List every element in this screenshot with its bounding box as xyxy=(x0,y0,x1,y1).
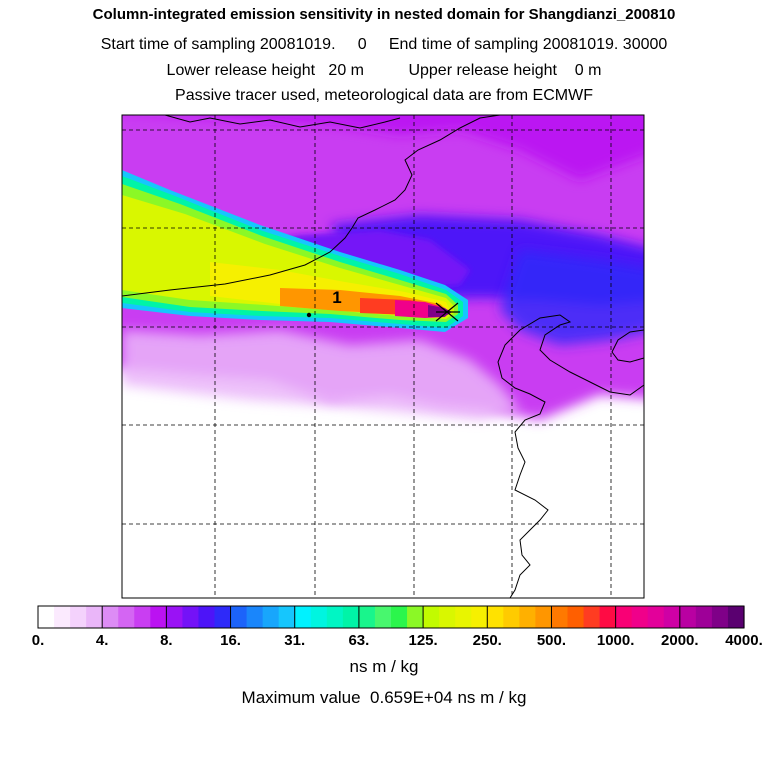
colorbar-cell xyxy=(471,606,488,628)
colorbar-cell xyxy=(262,606,280,628)
colorbar-tick-label: 0. xyxy=(32,632,45,649)
colorbar-cell xyxy=(663,606,681,628)
colorbar-unit-label: ns m / kg xyxy=(349,657,419,676)
colorbar-cell xyxy=(118,606,135,628)
colorbar-tick-label: 1000. xyxy=(597,632,635,649)
colorbar-cell xyxy=(631,606,649,628)
heatmap-field xyxy=(122,115,644,598)
field-magenta-region xyxy=(185,115,644,180)
coastline xyxy=(497,314,644,598)
colorbar-cell xyxy=(134,606,151,628)
colorbar-tick-labels: 0. 4. 8. 16. 31. 63. 125. 250. 500. 1000. 2000. 400… xyxy=(32,632,763,649)
colorbar xyxy=(38,606,745,628)
colorbar-cell xyxy=(230,606,248,628)
colorbar-cell xyxy=(727,606,745,628)
colorbar-cell xyxy=(439,606,456,628)
chart-title: Column-integrated emission sensitivity i… xyxy=(92,6,676,23)
release-marker xyxy=(435,302,460,322)
colorbar-tick-label: 500. xyxy=(537,632,566,649)
colorbar-tick-label: 250. xyxy=(473,632,502,649)
coastline-2 xyxy=(611,329,644,363)
colorbar-tick-label: 8. xyxy=(160,632,173,649)
maximum-value-text: Maximum value 0.659E+04 ns m / kg xyxy=(241,688,527,707)
colorbar-cell xyxy=(599,606,617,628)
colorbar-tick-label: 63. xyxy=(348,632,369,649)
colorbar-cell xyxy=(374,606,392,628)
colorbar-cell xyxy=(294,606,312,628)
colorbar-cell xyxy=(214,606,232,628)
sampling-time-line: Start time of sampling 20081019. 0 End t… xyxy=(100,36,668,53)
release-point-label: 1 xyxy=(332,288,341,307)
colorbar-cell xyxy=(278,606,296,628)
colorbar-tick-label: 31. xyxy=(284,632,305,649)
colorbar-cell xyxy=(326,606,344,628)
field-blue-band-2 xyxy=(500,250,644,345)
colorbar-cell xyxy=(38,606,55,628)
colorbar-cell xyxy=(711,606,729,628)
colorbar-cell xyxy=(310,606,328,628)
colorbar-cell xyxy=(519,606,537,628)
colorbar-tick-label: 2000. xyxy=(661,632,699,649)
colorbar-cell xyxy=(407,606,424,628)
colorbar-cell xyxy=(54,606,71,628)
border-line xyxy=(122,115,501,297)
grid-lines xyxy=(122,115,644,598)
colorbar-frame xyxy=(37,605,745,629)
plume-dark-core xyxy=(428,305,452,317)
colorbar-cell xyxy=(679,606,697,628)
colorbar-tick-label: 16. xyxy=(220,632,241,649)
colorbar-cell xyxy=(198,606,216,628)
colorbar-cell xyxy=(246,606,264,628)
colorbar-cell xyxy=(615,606,633,628)
release-height-line: Lower release height 20 m Upper release … xyxy=(166,62,602,79)
colorbar-cell xyxy=(358,606,376,628)
colorbar-cell xyxy=(150,606,167,628)
colorbar-cell xyxy=(423,606,440,628)
colorbar-cell xyxy=(583,606,601,628)
colorbar-cell xyxy=(182,606,200,628)
colorbar-cell xyxy=(86,606,103,628)
colorbar-cell xyxy=(391,606,408,628)
colorbar-cell xyxy=(551,606,569,628)
colorbar-cell xyxy=(102,606,119,628)
colorbar-cell xyxy=(695,606,713,628)
colorbar-cell xyxy=(503,606,520,628)
colorbar-cell xyxy=(567,606,585,628)
map-frame xyxy=(121,114,645,599)
colorbar-cell xyxy=(166,606,184,628)
colorbar-cell xyxy=(647,606,665,628)
border-line-2 xyxy=(164,115,401,129)
colorbar-cell xyxy=(487,606,504,628)
colorbar-cell xyxy=(535,606,553,628)
colorbar-cell xyxy=(342,606,360,628)
colorbar-tick-label: 4. xyxy=(96,632,109,649)
colorbar-tick-label: 125. xyxy=(408,632,437,649)
colorbar-cell xyxy=(455,606,472,628)
field-pink-halo xyxy=(122,330,520,420)
tracer-info-line: Passive tracer used, meteorological data… xyxy=(175,87,593,104)
station-dot xyxy=(306,312,312,318)
colorbar-cell xyxy=(70,606,87,628)
colorbar-tick-label: 4000. xyxy=(725,632,763,649)
